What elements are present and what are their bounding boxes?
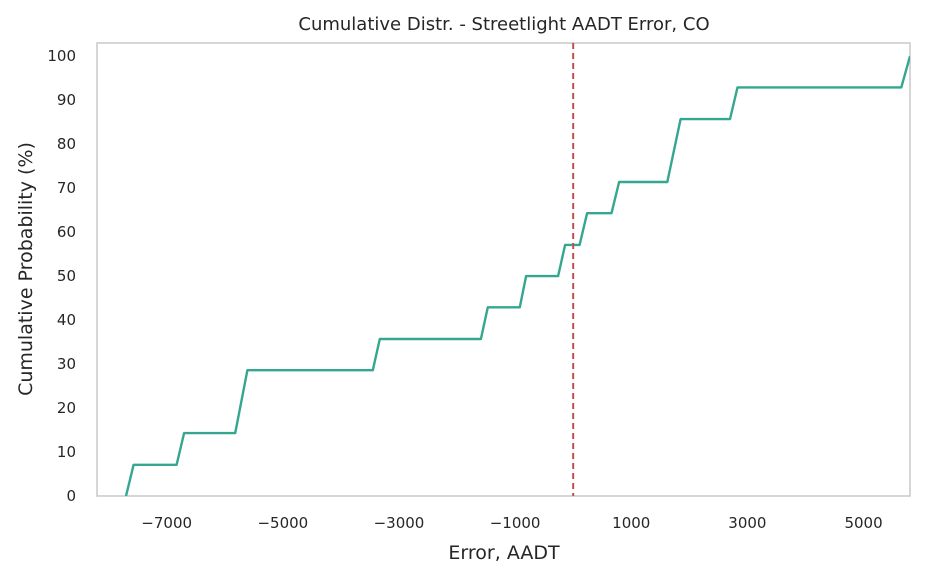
y-tick-label: 90 [57,91,76,109]
plot-area [96,42,911,497]
y-tick-label: 60 [57,223,76,241]
cdf-series-line-0 [124,55,910,496]
plot-frame [96,42,911,497]
y-tick-label: 20 [57,399,76,417]
y-tick-label: 40 [57,311,76,329]
x-tick-label: −7000 [141,514,192,532]
x-tick-label: 3000 [728,514,766,532]
x-axis-title: Error, AADT [448,542,560,564]
y-axis: 0 10 20 30 40 50 60 70 80 90 100 [47,47,76,505]
y-tick-label: 70 [57,179,76,197]
y-tick-label: 80 [57,135,76,153]
y-tick-label: 30 [57,355,76,373]
y-tick-label: 10 [57,443,76,461]
chart-title: Cumulative Distr. - Streetlight AADT Err… [298,14,709,35]
x-tick-label: −5000 [257,514,308,532]
x-tick-label: 5000 [844,514,882,532]
x-axis: −7000 −5000 −3000 −1000 1000 3000 5000 [141,514,882,532]
x-tick-label: 1000 [612,514,650,532]
x-tick-label: −3000 [374,514,425,532]
y-tick-label: 100 [47,47,76,65]
x-tick-label: −1000 [490,514,541,532]
y-tick-label: 50 [57,267,76,285]
y-tick-label: 0 [66,487,76,505]
y-axis-title: Cumulative Probability (%) [15,142,37,396]
